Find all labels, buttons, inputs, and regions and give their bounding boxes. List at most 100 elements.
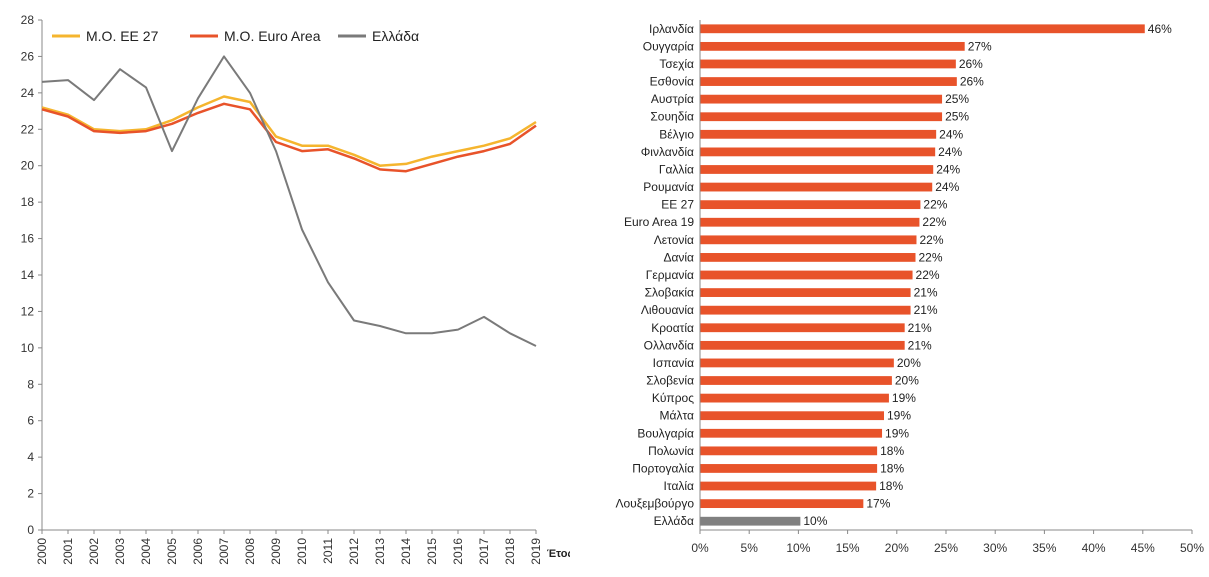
x-tick-label: 2003	[113, 538, 127, 565]
x-tick-label: 2008	[243, 538, 257, 565]
x-tick-label: 2012	[347, 538, 361, 565]
category-label: Ρουμανία	[643, 180, 694, 194]
data-label: 19%	[887, 409, 911, 423]
category-label: Τσεχία	[659, 57, 694, 71]
data-label: 18%	[879, 479, 903, 493]
x-tick-label: 2015	[425, 538, 439, 565]
category-label: Γαλλία	[659, 162, 694, 176]
x-tick-label: 40%	[1082, 541, 1106, 555]
bars: Ιρλανδία 46% Ουγγαρία 27% Τσεχία 26% Εσθονία 26…	[615, 22, 1172, 528]
bar	[700, 147, 936, 157]
category-label: Εσθονία	[650, 75, 694, 89]
y-tick-label: 12	[21, 304, 35, 318]
category-label: Ουγγαρία	[643, 39, 694, 53]
data-label: 20%	[897, 356, 921, 370]
y-tick-label: 28	[21, 13, 35, 27]
x-tick-label: 2001	[61, 538, 75, 565]
bar	[700, 129, 937, 139]
data-label: 19%	[892, 391, 916, 405]
x-tick-label: 2000	[35, 538, 49, 565]
bar	[700, 323, 905, 333]
category-label: Δανία	[663, 250, 694, 264]
data-label: 46%	[1148, 22, 1172, 36]
category-label: Σλοβενία	[646, 374, 694, 388]
x-tick-label: 2007	[217, 538, 231, 565]
y-tick-label: 20	[21, 159, 35, 173]
legend-label: M.O. Euro Area	[224, 28, 321, 44]
category-label: Euro Area 19	[624, 215, 694, 229]
y-tick-label: 8	[27, 377, 34, 391]
data-label: 22%	[918, 250, 942, 264]
x-tick-label: 50%	[1180, 541, 1204, 555]
bar	[700, 464, 878, 473]
data-label: 22%	[916, 268, 940, 282]
series-line-2	[41, 102, 537, 173]
legend-label: Μ.Ο. ΕΕ 27	[86, 28, 159, 44]
data-label: 24%	[935, 180, 959, 194]
category-label: Φινλανδία	[641, 145, 694, 159]
category-label: Πολωνία	[648, 444, 694, 458]
data-label: 10%	[803, 514, 827, 528]
y-tick-label: 14	[21, 268, 35, 282]
bar	[700, 393, 889, 403]
x-tick-label: 2009	[269, 538, 283, 565]
x-axis-title: Έτος	[547, 548, 570, 560]
data-label: 22%	[919, 233, 943, 247]
x-tick-label: 2011	[321, 538, 335, 564]
data-label: 25%	[945, 110, 969, 124]
bar	[700, 428, 883, 438]
x-tick-label: 20%	[885, 541, 909, 555]
data-label: 21%	[908, 338, 932, 352]
category-label: Ισπανία	[653, 356, 694, 370]
data-label: 21%	[908, 321, 932, 335]
category-label: Αυστρία	[651, 92, 694, 106]
plot-lines	[41, 55, 537, 347]
data-label: 20%	[895, 374, 919, 388]
data-label: 26%	[959, 57, 983, 71]
data-label: 18%	[880, 461, 904, 475]
x-tick-label: 2005	[165, 538, 179, 565]
data-label: 21%	[914, 303, 938, 317]
data-label: 24%	[939, 127, 963, 141]
data-label: 24%	[936, 162, 960, 176]
x-tick-label: 2004	[139, 538, 153, 565]
x-tick-label: 2016	[451, 538, 465, 565]
bar	[700, 411, 885, 421]
x-axis: 0% 5% 10% 15% 20% 25% 30% 35% 40% 45% 50%	[691, 20, 1204, 555]
bar	[700, 217, 920, 227]
bar	[700, 305, 911, 315]
bar	[700, 182, 933, 192]
category-label: Σουηδία	[650, 110, 694, 124]
data-label: 25%	[945, 92, 969, 106]
x-tick-label: 45%	[1131, 541, 1155, 555]
series-line-1	[41, 95, 537, 167]
category-label: Βουλγαρία	[637, 426, 694, 440]
data-label: 27%	[968, 39, 992, 53]
bar	[700, 446, 878, 456]
category-label: ΕΕ 27	[661, 198, 694, 212]
y-tick-label: 4	[27, 450, 34, 464]
category-label: Μάλτα	[660, 409, 695, 423]
data-label: 22%	[922, 215, 946, 229]
bar	[700, 516, 801, 526]
category-label: Ελλάδα	[654, 514, 694, 528]
bar	[700, 165, 934, 174]
x-tick-label: 2019	[529, 538, 543, 565]
bar	[700, 200, 921, 210]
bar	[700, 235, 917, 245]
data-label: 17%	[866, 497, 890, 511]
category-label: Ιρλανδία	[649, 22, 694, 36]
x-tick-label: 35%	[1032, 541, 1056, 555]
category-label: Βέλγιο	[659, 127, 694, 141]
bar	[700, 112, 943, 122]
category-label: Λουξεμβούργο	[615, 497, 694, 511]
x-tick-label: 30%	[983, 541, 1007, 555]
x-tick-label: 2006	[191, 538, 205, 565]
x-tick-label: 2010	[295, 538, 309, 565]
y-tick-label: 24	[21, 86, 35, 100]
x-axis: 2000 2001 2002 2003 2004 2005 2006 2007 2008 2009…	[35, 529, 543, 565]
y-tick-label: 6	[27, 414, 34, 428]
x-tick-label: 2002	[87, 538, 101, 565]
y-tick-label: 26	[21, 49, 35, 63]
